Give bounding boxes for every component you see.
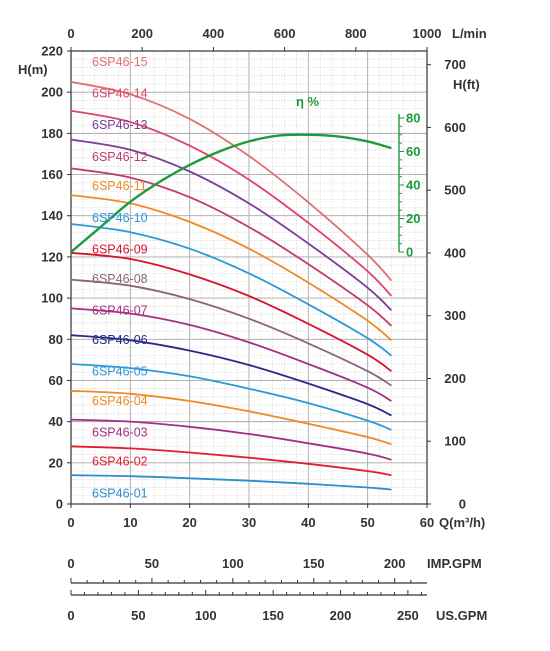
curve-label: 6SP46-15 — [92, 55, 148, 69]
y-right-axis-label: H(ft) — [453, 77, 480, 92]
x-top-tick-label: 600 — [274, 26, 296, 41]
imp-gpm-tick-label: 100 — [222, 556, 244, 571]
pump-curve-6sp46-03 — [70, 418, 392, 461]
us-gpm-tick-label: 250 — [397, 608, 419, 623]
y-tick-label: 160 — [41, 167, 63, 182]
imp-gpm-tick-label: 50 — [145, 556, 159, 571]
curve-label: 6SP46-02 — [92, 455, 148, 469]
y-right-tick-label: 300 — [444, 308, 466, 323]
y-tick-label: 80 — [49, 332, 63, 347]
pump-curve-6sp46-07 — [70, 307, 392, 402]
y-tick-label: 40 — [49, 414, 63, 429]
pump-curve-6sp46-10 — [70, 223, 392, 357]
efficiency-tick-label: 60 — [406, 144, 420, 159]
x-top-tick-label: 400 — [203, 26, 225, 41]
x-tick-label: 30 — [242, 515, 256, 530]
curve-label: 6SP46-08 — [92, 272, 148, 286]
y-right-tick-label: 500 — [444, 183, 466, 198]
pump-curve-6sp46-08 — [70, 278, 392, 387]
y-tick-label: 180 — [41, 126, 63, 141]
x-top-axis-label: L/min — [452, 26, 487, 41]
y-right-tick-label: 100 — [444, 434, 466, 449]
x-tick-label: 40 — [301, 515, 315, 530]
y-right-tick-label: 600 — [444, 120, 466, 135]
pump-curve-6sp46-13 — [70, 138, 393, 312]
imp-gpm-tick-label: 150 — [303, 556, 325, 571]
us-gpm-tick-label: 200 — [330, 608, 352, 623]
x-tick-label: 10 — [123, 515, 137, 530]
x-tick-label: 60 — [420, 515, 434, 530]
efficiency-tick-label: 40 — [406, 178, 420, 193]
pump-curve-6sp46-06 — [70, 334, 392, 417]
curve-label: 6SP46-11 — [92, 179, 147, 193]
y-right-tick-label: 0 — [459, 497, 466, 512]
x-top-tick-label: 200 — [131, 26, 153, 41]
efficiency-tick-label: 80 — [406, 111, 420, 126]
curve-label: 6SP46-04 — [92, 394, 148, 408]
curve-label: 6SP46-03 — [92, 425, 148, 439]
pump-curve-6sp46-15 — [70, 81, 393, 282]
x-top-tick-label: 800 — [345, 26, 367, 41]
efficiency-tick-label: 20 — [406, 211, 420, 226]
curve-label: 6SP46-13 — [92, 118, 148, 132]
us-gpm-axis-label: US.GPM — [436, 608, 487, 623]
us-gpm-tick-label: 50 — [131, 608, 145, 623]
y-tick-label: 200 — [41, 85, 63, 100]
pump-curve-6sp46-02 — [70, 445, 392, 477]
y-tick-label: 60 — [49, 373, 63, 388]
curve-label: 6SP46-14 — [92, 87, 148, 101]
y-right-tick-label: 400 — [444, 245, 466, 260]
imp-gpm-tick-label: 200 — [384, 556, 406, 571]
pump-curves — [70, 81, 393, 491]
y-right-tick-label: 700 — [444, 57, 466, 72]
x-tick-label: 50 — [360, 515, 374, 530]
imp-gpm-axis-label: IMP.GPM — [427, 556, 482, 571]
curve-label: 6SP46-05 — [92, 364, 148, 378]
imp-gpm-tick-label: 0 — [67, 556, 74, 571]
x-top-tick-label: 0 — [67, 26, 74, 41]
pump-curve-6sp46-05 — [70, 363, 392, 431]
pump-curve-6sp46-09 — [70, 251, 392, 372]
efficiency-tick-label: 0 — [406, 245, 413, 260]
curve-label: 6SP46-07 — [92, 303, 148, 317]
efficiency-line — [70, 133, 392, 253]
chart-axes: 020406080100120140160180200220H(m)010020… — [18, 26, 487, 530]
x-tick-label: 0 — [67, 515, 74, 530]
y-tick-label: 20 — [49, 455, 63, 470]
us-gpm-tick-label: 0 — [67, 608, 74, 623]
pump-curve-6sp46-01 — [70, 474, 392, 491]
curve-label: 6SP46-10 — [92, 211, 148, 225]
y-tick-label: 100 — [41, 291, 63, 306]
pump-curve-6sp46-14 — [70, 109, 393, 297]
pump-curve-6sp46-11 — [70, 194, 392, 341]
y-right-tick-label: 200 — [444, 371, 466, 386]
x-top-tick-label: 1000 — [413, 26, 442, 41]
pump-curve-6sp46-12 — [70, 167, 392, 327]
us-gpm-tick-label: 150 — [262, 608, 284, 623]
curve-label: 6SP46-09 — [92, 242, 148, 256]
x-tick-label: 20 — [182, 515, 196, 530]
us-gpm-tick-label: 100 — [195, 608, 217, 623]
y-axis-label: H(m) — [18, 62, 48, 77]
curve-labels: 6SP46-01 6SP46-02 6SP46-03 6SP46-04 6SP46-05… — [92, 55, 148, 500]
efficiency-curve: 0 20 40 60 80 η % — [70, 94, 420, 260]
x-axis-label: Q(m³/h) — [439, 515, 485, 530]
curve-label: 6SP46-01 — [92, 486, 148, 500]
y-tick-label: 0 — [56, 497, 63, 512]
curve-label: 6SP46-06 — [92, 333, 148, 347]
curve-label: 6SP46-12 — [92, 150, 148, 164]
efficiency-axis-label: η % — [296, 94, 320, 109]
pump-curve-6sp46-04 — [70, 389, 392, 446]
y-tick-label: 220 — [41, 44, 63, 59]
gpm-axes: 0 50 100 150 200 IMP.GPM 0 50 100 150 200 250 US.GPM — [67, 556, 487, 623]
y-tick-label: 120 — [41, 249, 63, 264]
y-tick-label: 140 — [41, 208, 63, 223]
